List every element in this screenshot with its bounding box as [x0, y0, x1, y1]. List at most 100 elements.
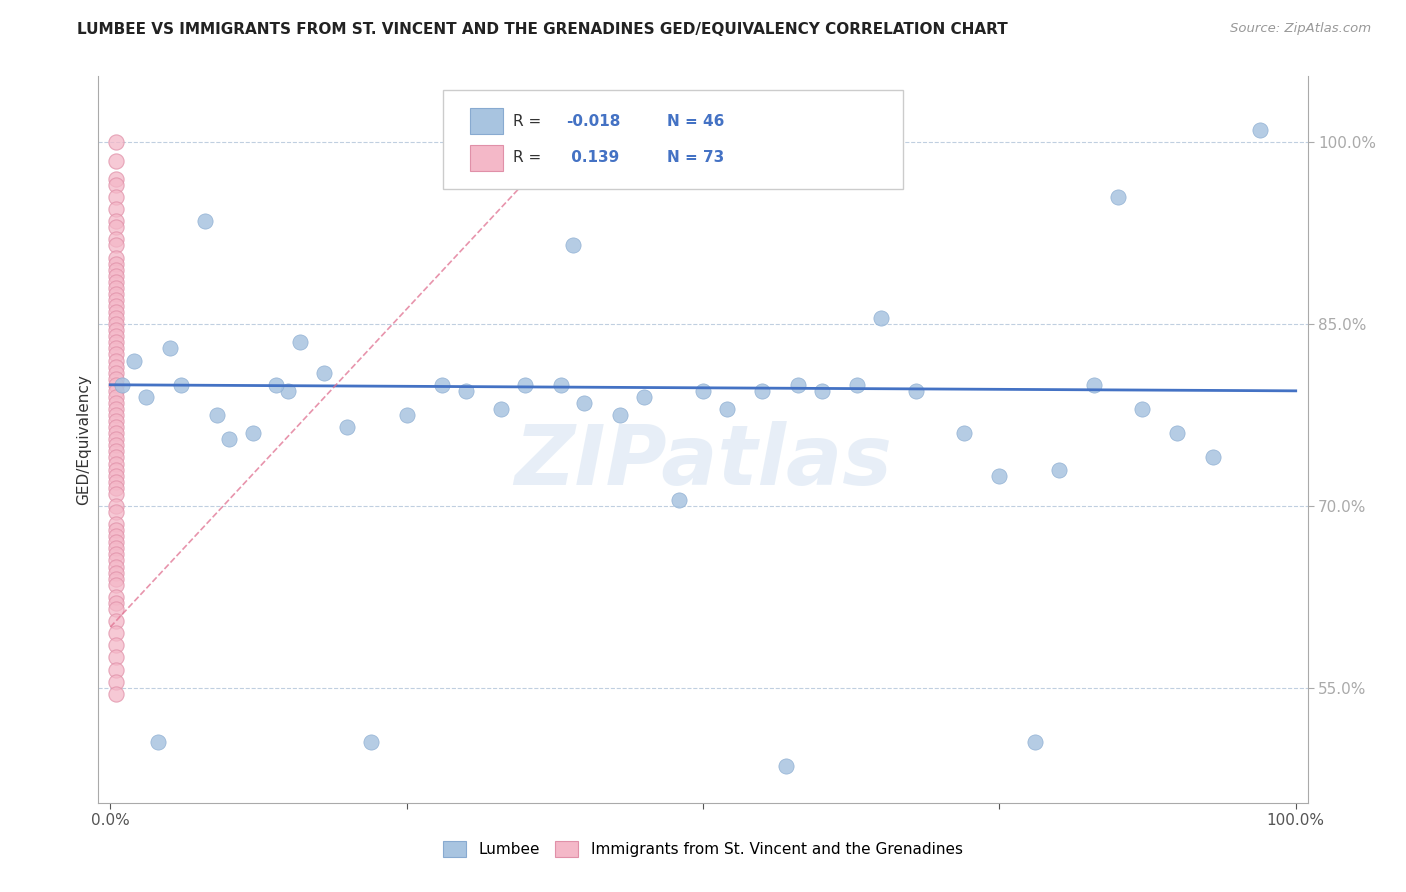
Point [751, 384, 773, 398]
Point [105, 541, 128, 556]
Point [105, 238, 128, 252]
Point [105, 572, 128, 586]
Point [869, 311, 891, 326]
Point [105, 481, 128, 495]
Point [1024, 735, 1046, 749]
Point [105, 462, 128, 476]
Point [574, 396, 596, 410]
Text: R =: R = [513, 151, 547, 165]
Point [105, 408, 128, 422]
Point [105, 214, 128, 228]
Point [105, 438, 128, 452]
Point [312, 366, 335, 380]
Point [105, 663, 128, 677]
Point [105, 251, 128, 265]
Point [905, 384, 928, 398]
Text: R =: R = [513, 113, 547, 128]
Point [105, 517, 128, 532]
Point [105, 578, 128, 592]
Point [336, 420, 359, 434]
Point [264, 377, 287, 392]
Point [105, 468, 128, 483]
Point [105, 232, 128, 246]
Point [105, 396, 128, 410]
Point [218, 433, 240, 447]
Point [105, 559, 128, 574]
Point [432, 377, 454, 392]
Point [105, 674, 128, 689]
Point [105, 353, 128, 368]
Point [988, 468, 1011, 483]
Point [360, 735, 382, 749]
Point [609, 408, 631, 422]
Point [105, 323, 128, 337]
Point [454, 384, 477, 398]
Point [105, 262, 128, 277]
Text: LUMBEE VS IMMIGRANTS FROM ST. VINCENT AND THE GRENADINES GED/EQUIVALENCY CORRELA: LUMBEE VS IMMIGRANTS FROM ST. VINCENT AN… [77, 22, 1008, 37]
Point [1166, 426, 1188, 441]
Point [105, 529, 128, 543]
Point [105, 433, 128, 447]
Point [633, 390, 655, 404]
Point [550, 377, 572, 392]
Point [105, 171, 128, 186]
Point [1130, 402, 1153, 417]
Point [692, 384, 714, 398]
Text: -0.018: -0.018 [567, 113, 620, 128]
Point [105, 457, 128, 471]
Point [135, 390, 157, 404]
Point [105, 299, 128, 313]
Point [515, 377, 537, 392]
Point [561, 238, 583, 252]
Point [1202, 450, 1225, 465]
Point [277, 384, 299, 398]
Point [105, 342, 128, 356]
Text: N = 73: N = 73 [666, 151, 724, 165]
Point [105, 444, 128, 458]
Legend: Lumbee, Immigrants from St. Vincent and the Grenadines: Lumbee, Immigrants from St. Vincent and … [443, 841, 963, 857]
Point [105, 311, 128, 326]
Point [105, 359, 128, 374]
Point [105, 535, 128, 549]
Point [105, 268, 128, 283]
Point [105, 305, 128, 319]
Point [1047, 462, 1070, 476]
Point [105, 614, 128, 628]
Point [395, 408, 418, 422]
Text: Source: ZipAtlas.com: Source: ZipAtlas.com [1230, 22, 1371, 36]
Point [205, 408, 228, 422]
Point [105, 402, 128, 417]
Point [952, 426, 974, 441]
Point [105, 390, 128, 404]
Point [105, 366, 128, 380]
Point [105, 281, 128, 295]
Text: 0.139: 0.139 [567, 151, 620, 165]
Point [105, 202, 128, 216]
Point [105, 487, 128, 501]
Point [194, 214, 217, 228]
Y-axis label: GED/Equivalency: GED/Equivalency [76, 374, 91, 505]
Point [105, 602, 128, 616]
Point [775, 759, 797, 773]
Point [105, 505, 128, 519]
Point [105, 220, 128, 235]
Point [786, 377, 808, 392]
Point [105, 596, 128, 610]
Point [105, 590, 128, 604]
Point [105, 420, 128, 434]
Point [105, 687, 128, 701]
Point [105, 257, 128, 271]
Point [105, 414, 128, 428]
Point [105, 329, 128, 343]
Point [716, 402, 738, 417]
Point [111, 377, 134, 392]
Text: N = 46: N = 46 [666, 113, 724, 128]
Point [105, 293, 128, 307]
Point [105, 384, 128, 398]
Point [105, 136, 128, 150]
Point [105, 372, 128, 386]
Point [668, 492, 690, 507]
Point [105, 347, 128, 361]
Point [105, 650, 128, 665]
Point [105, 450, 128, 465]
